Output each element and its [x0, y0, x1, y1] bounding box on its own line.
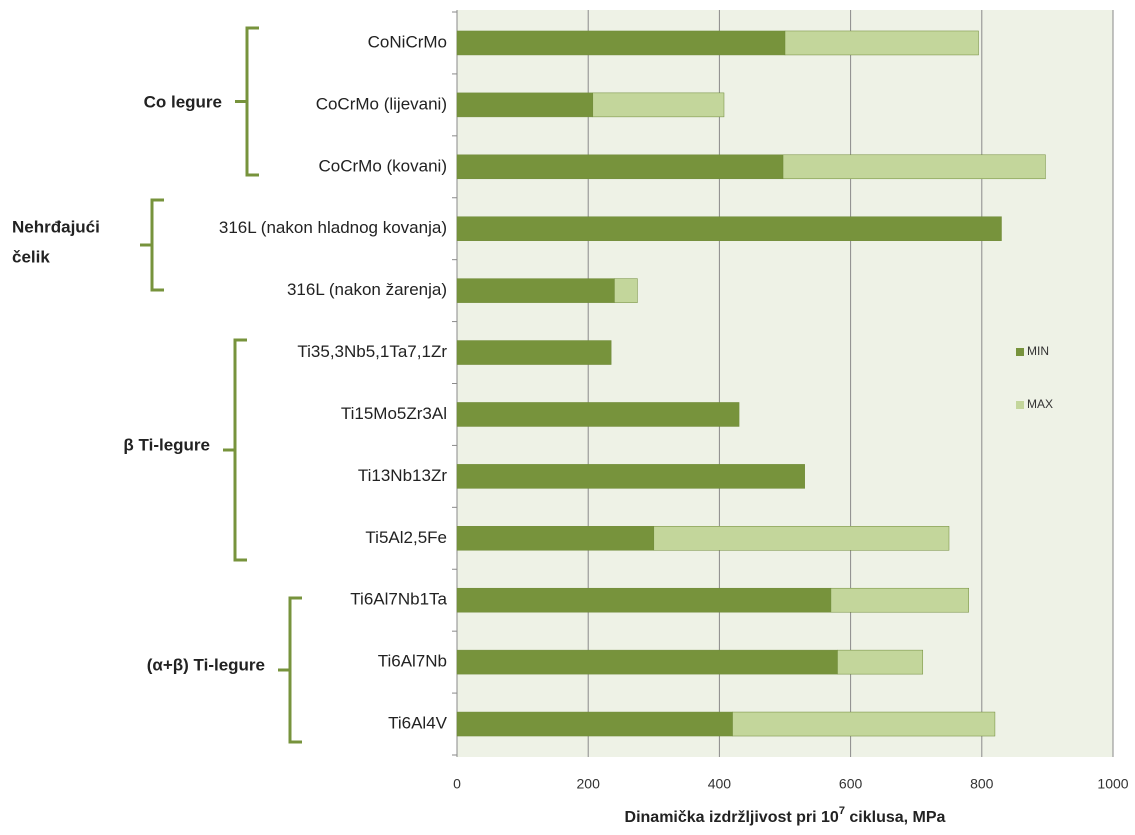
x-title-rest: ciklusa, MPa: [845, 809, 946, 826]
bar-segment: [653, 526, 950, 551]
category-label: 316L (nakon žarenja): [287, 280, 447, 299]
category-label: 316L (nakon hladnog kovanja): [219, 218, 447, 237]
legend-label: MIN: [1027, 344, 1049, 358]
category-label: Ti5Al2,5Fe: [365, 528, 447, 547]
group-bracket: [140, 198, 164, 292]
group-label: Nehrđajući: [12, 217, 100, 236]
category-label: Ti6Al7Nb: [378, 652, 447, 671]
bar-segment: [782, 154, 1046, 180]
category-label: Ti13Nb13Zr: [358, 466, 447, 485]
x-title-main: Dinamička izdržljivost pri 10: [625, 809, 839, 826]
bar-segment: [784, 30, 979, 56]
bar-segment: [456, 154, 784, 180]
bar-segment: [456, 216, 1002, 241]
group-bracket: [278, 596, 302, 744]
bar-segment: [456, 526, 655, 551]
bar-segment: [456, 711, 733, 737]
bar-segment: [456, 92, 594, 118]
bar-segment: [732, 711, 996, 737]
category-label: CoCrMo (lijevani): [316, 94, 447, 113]
x-tick-label: 200: [577, 776, 601, 792]
category-label: Ti15Mo5Zr3Al: [341, 404, 447, 423]
bar-segment: [456, 464, 805, 489]
category-label: Ti6Al4V: [388, 714, 448, 733]
group-bracket: [235, 26, 259, 177]
group-label: čelik: [12, 247, 50, 266]
bar-segment: [456, 649, 838, 675]
legend-swatch: [1016, 348, 1024, 356]
legend-label: MAX: [1027, 397, 1053, 411]
group-bracket: [223, 338, 247, 562]
bar-segment: [456, 30, 786, 56]
x-axis-title: Dinamička izdržljivost pri 107 ciklusa, …: [625, 805, 946, 826]
bar-segment: [830, 587, 969, 613]
bar-segment: [456, 278, 615, 303]
group-label: (α+β) Ti-legure: [147, 655, 265, 674]
x-title-sup: 7: [839, 805, 845, 817]
x-tick-label: 600: [839, 776, 863, 792]
group-label: β Ti-legure: [123, 435, 210, 454]
category-label: CoCrMo (kovani): [319, 156, 447, 175]
category-label: Ti6Al7Nb1Ta: [350, 590, 447, 609]
bar-segment: [837, 649, 924, 675]
x-tick-label: 0: [453, 776, 461, 792]
category-label: CoNiCrMo: [368, 32, 447, 51]
x-tick-label: 800: [970, 776, 994, 792]
bar-segment: [456, 340, 612, 365]
bar-segment: [456, 587, 832, 613]
category-label: Ti35,3Nb5,1Ta7,1Zr: [297, 342, 447, 361]
bar-segment: [614, 278, 638, 303]
x-tick-label: 1000: [1097, 776, 1128, 792]
bar-segment: [456, 402, 740, 427]
bar-segment: [592, 92, 725, 118]
legend-swatch: [1016, 401, 1024, 409]
plot-area: [457, 10, 1113, 757]
x-tick-label: 400: [708, 776, 732, 792]
group-label: Co legure: [144, 92, 222, 111]
